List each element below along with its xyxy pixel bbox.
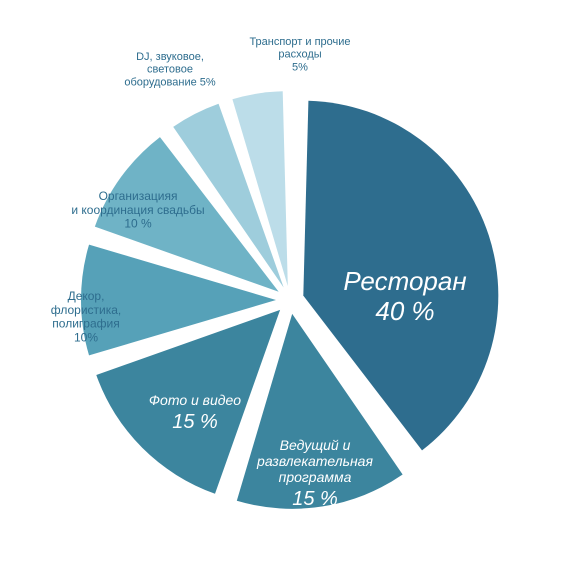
slice-label-dj: DJ, звуковое,световоеоборудование 5% <box>124 51 216 88</box>
slice-label-transport: Транспорт и прочиерасходы5% <box>249 36 350 73</box>
wedding-budget-pie-chart: Ресторан40 %Ведущий иразвлекательнаяпрог… <box>0 0 582 578</box>
